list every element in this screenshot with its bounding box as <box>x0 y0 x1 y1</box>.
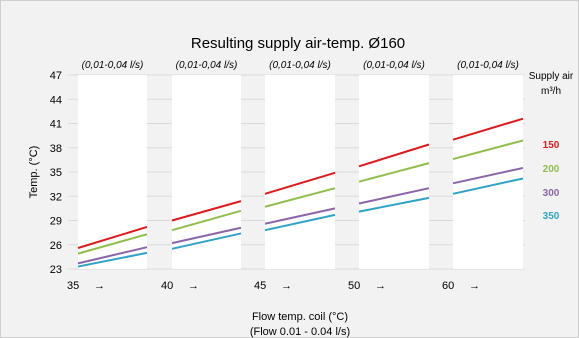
y-tick-label: 38 <box>50 143 62 155</box>
y-tick-label: 47 <box>50 70 62 82</box>
arrow-right-icon: → <box>188 280 199 292</box>
line-150-panel-4 <box>358 143 430 168</box>
line-350-panel-3 <box>264 213 336 232</box>
legend-title: Supply air <box>529 71 574 82</box>
panel-header: (0,01-0,04 l/s) <box>82 60 144 71</box>
y-tick-label: 23 <box>50 264 62 276</box>
line-200-panel-5 <box>452 139 524 161</box>
line-200-panel-2 <box>171 209 242 232</box>
line-350-panel-2 <box>171 232 242 250</box>
legend-item-300: 300 <box>543 188 560 199</box>
line-300-panel-2 <box>171 226 242 245</box>
legend-item-150: 150 <box>543 140 560 151</box>
line-300-panel-4 <box>358 187 430 205</box>
arrow-right-icon: → <box>469 280 480 292</box>
panel-header: (0,01-0,04 l/s) <box>269 60 331 71</box>
arrow-right-icon: → <box>281 280 292 292</box>
legend-item-200: 200 <box>543 164 560 175</box>
series-lines <box>77 117 524 268</box>
panel-1 <box>78 75 147 269</box>
x-tick-label: 35 <box>67 280 79 292</box>
y-tick-label: 35 <box>50 167 62 179</box>
y-tick-label: 44 <box>50 94 62 106</box>
line-350-panel-4 <box>358 196 430 213</box>
line-200-panel-4 <box>358 162 430 183</box>
arrow-right-icon: → <box>375 280 386 292</box>
line-350-panel-1 <box>77 251 148 268</box>
x-tick-label: 50 <box>348 280 360 292</box>
line-200-panel-3 <box>264 187 336 208</box>
line-150-panel-1 <box>77 226 148 249</box>
panel-header: (0,01-0,04 l/s) <box>176 60 238 71</box>
x-axis-label: Flow temp. coil (°C) <box>252 311 348 323</box>
panel-headers: (0,01-0,04 l/s) (0,01-0,04 l/s) (0,01-0,04… <box>82 60 519 71</box>
arrow-right-icon: → <box>94 280 105 292</box>
y-tick-label: 41 <box>50 119 62 131</box>
panel-header: (0,01-0,04 l/s) <box>457 60 519 71</box>
x-tick-label: 45 <box>254 280 266 292</box>
panels <box>78 75 523 269</box>
line-300-panel-5 <box>452 166 524 185</box>
line-200-panel-1 <box>77 233 148 255</box>
x-axis-sublabel: (Flow 0.01 - 0.04 l/s) <box>250 326 350 338</box>
y-tick-label: 26 <box>50 240 62 252</box>
y-axis-label: Temp. (°C) <box>28 146 40 199</box>
x-labels: 35 → 40 → 45 → 50 → 60 → <box>67 280 480 292</box>
x-tick-label: 60 <box>442 280 454 292</box>
y-tick-label: 29 <box>50 216 62 228</box>
legend: 150 200 300 350 <box>543 140 560 222</box>
y-ticks: 47 44 41 38 35 32 29 26 23 <box>50 70 62 276</box>
line-300-panel-1 <box>77 246 148 265</box>
line-150-panel-3 <box>264 171 336 195</box>
y-tick-label: 32 <box>50 191 62 203</box>
chart-title: Resulting supply air-temp. Ø160 <box>191 35 405 52</box>
legend-item-350: 350 <box>543 211 560 222</box>
x-tick-label: 40 <box>161 280 173 292</box>
line-300-panel-3 <box>264 207 336 225</box>
panel-3 <box>265 75 335 269</box>
panel-header: (0,01-0,04 l/s) <box>363 60 425 71</box>
legend-unit: m³/h <box>541 86 561 97</box>
line-150-panel-5 <box>452 117 524 141</box>
panel-5 <box>453 75 523 269</box>
line-350-panel-5 <box>452 177 524 195</box>
line-150-panel-2 <box>171 200 242 222</box>
